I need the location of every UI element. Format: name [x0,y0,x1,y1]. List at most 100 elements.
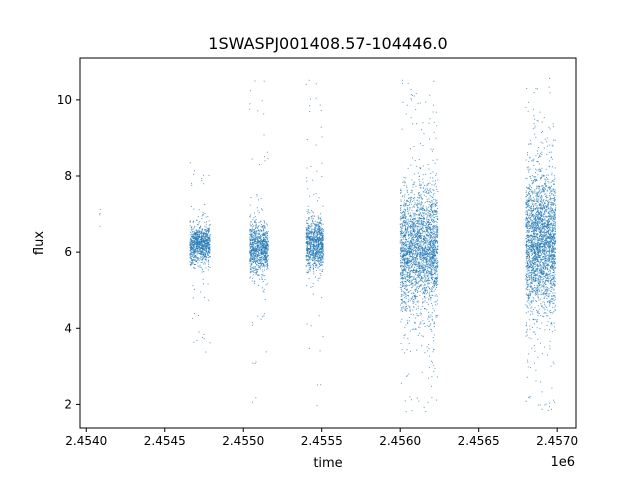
data-point [206,252,208,254]
data-point [321,232,323,234]
data-point [249,253,251,255]
data-point [311,230,313,232]
data-point [436,212,438,214]
data-point [403,214,405,216]
data-point [419,248,421,250]
data-point [311,223,313,225]
data-point [400,212,402,214]
data-point [433,286,435,288]
data-point [411,94,413,96]
data-point [430,274,432,276]
data-point [322,245,324,247]
data-point [261,266,263,268]
data-point [404,281,406,283]
data-point [404,251,406,253]
data-point [315,239,317,241]
data-point [257,238,259,240]
data-point [430,250,432,252]
data-point [266,266,268,268]
data-point [426,235,428,237]
data-point [252,270,254,272]
data-point [429,244,431,246]
data-point [250,266,252,268]
data-point [405,250,407,252]
data-point [260,263,262,265]
data-point [414,262,416,264]
data-point [400,232,402,234]
data-point [319,221,321,223]
data-point [413,262,415,264]
data-point [319,233,321,235]
data-point [405,249,407,251]
data-point [426,248,428,250]
data-point [433,248,435,250]
data-point [320,237,322,239]
data-point [410,258,412,260]
data-point [424,190,426,192]
data-point [426,238,428,240]
data-point [419,230,421,232]
data-point [191,241,193,243]
data-point [203,241,205,243]
data-point [201,255,203,257]
data-point [413,278,415,280]
data-point [426,213,428,215]
data-point [419,258,421,260]
data-point [434,199,436,201]
data-point [432,294,434,296]
data-point [403,294,405,296]
data-point [263,220,265,222]
data-point [197,238,199,240]
data-point [252,245,254,247]
data-point [399,192,401,194]
data-point [404,224,406,226]
data-point [305,233,307,235]
data-point [197,262,199,264]
data-point [404,215,406,217]
data-point [191,239,193,241]
data-point [402,214,404,216]
data-point [317,246,319,248]
data-point [422,252,424,254]
data-point [209,248,211,250]
data-point [319,264,321,266]
data-point [203,239,205,241]
data-point [249,243,251,245]
data-point [264,240,266,242]
data-point [254,280,256,282]
data-point [433,217,435,219]
data-point [402,79,404,81]
data-point [418,270,420,272]
data-point [253,248,255,250]
data-point [405,249,407,251]
data-point [259,257,261,259]
data-point [192,262,194,264]
data-point [436,267,438,269]
data-point [198,229,200,231]
data-point [409,201,411,203]
data-point [198,235,200,237]
data-point [316,245,318,247]
data-point [312,179,314,181]
data-point [403,285,405,287]
data-point [402,225,404,227]
data-point [407,259,409,261]
data-point [197,246,199,248]
data-point [311,246,313,248]
data-point [321,162,323,164]
data-point [264,240,265,242]
data-point [415,220,417,222]
data-point [256,264,258,266]
data-point [436,199,438,201]
data-point [415,268,417,270]
data-point [201,242,203,244]
data-point [409,215,411,217]
data-point [424,224,426,226]
data-point [313,271,315,273]
data-point [416,258,418,260]
data-point [436,303,438,305]
data-point [400,290,402,292]
data-point [201,236,203,238]
data-point [204,261,206,263]
data-point [424,232,426,234]
